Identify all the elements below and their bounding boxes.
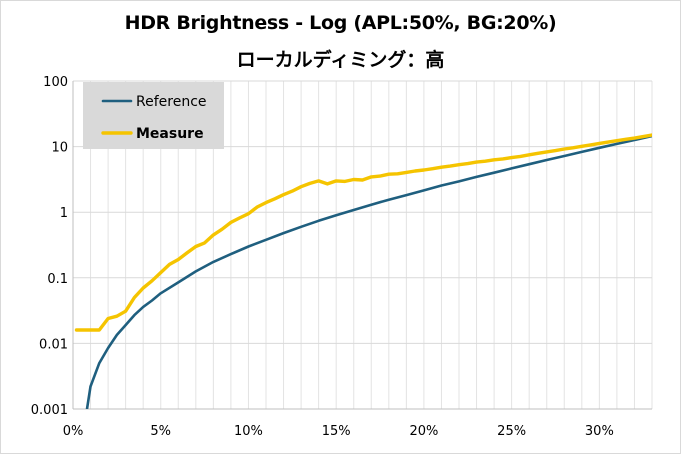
legend-label-reference: Reference	[136, 94, 207, 110]
legend: Reference Measure	[83, 82, 224, 149]
y-tick-label: 0.1	[47, 272, 68, 287]
y-tick-label: 1	[60, 206, 68, 221]
x-tick-label: 20%	[409, 424, 438, 439]
series-line-measure	[74, 133, 652, 332]
y-tick-label: 0.01	[39, 337, 68, 352]
y-tick-label: 10	[51, 141, 68, 156]
chart-subtitle: ローカルディミング：高	[236, 49, 445, 71]
y-tick-label: 0.001	[31, 403, 68, 418]
x-tick-label: 15%	[322, 424, 351, 439]
legend-label-measure: Measure	[136, 126, 204, 142]
x-tick-label: 30%	[585, 424, 614, 439]
x-tick-label: 5%	[150, 424, 171, 439]
series-lines	[74, 133, 652, 409]
chart-title: HDR Brightness - Log (APL:50%, BG:20%)	[124, 12, 557, 34]
axes: 0.001 0.01 0.1 1 10 100 0% 5% 10% 15% 20% 25% 30%	[31, 75, 652, 439]
legend-box	[83, 82, 224, 149]
series-line-reference	[85, 134, 652, 409]
x-tick-label: 25%	[497, 424, 526, 439]
y-tick-label: 100	[43, 75, 68, 90]
x-tick-label: 0%	[63, 424, 84, 439]
x-tick-label: 10%	[234, 424, 263, 439]
